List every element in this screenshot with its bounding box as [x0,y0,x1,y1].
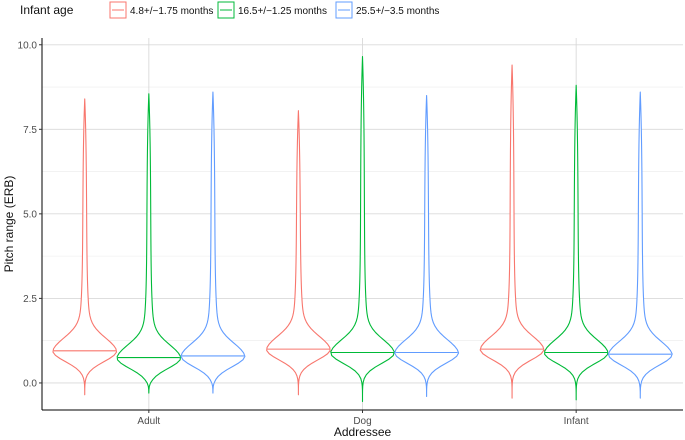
violin [394,94,460,398]
violin [607,91,673,399]
y-tick-label: 0.0 [23,378,37,389]
violin [330,56,395,403]
legend-title: Infant age [20,3,74,17]
violin [544,84,609,401]
legend-label: 16.5+/−1.25 months [238,6,327,17]
violin [180,91,246,394]
legend-item: 4.8+/−1.75 months [109,1,213,19]
x-tick-label: Infant [564,416,589,427]
violin [479,64,545,399]
violin [116,93,182,394]
violin [52,98,118,396]
y-tick-label: 10.0 [18,40,38,51]
legend: Infant age 4.8+/−1.75 months 16.5+/−1.25 … [20,1,439,19]
x-tick-label: Adult [137,416,160,427]
x-axis-title: Addressee [334,425,392,439]
y-tick-label: 7.5 [23,125,37,136]
legend-item: 16.5+/−1.25 months [217,1,327,19]
legend-label: 4.8+/−1.75 months [130,6,213,17]
x-axis-ticks: Adult Dog Infant [137,410,589,427]
x-tick-label: Dog [353,416,371,427]
legend-item: 25.5+/−3.5 months [335,1,439,19]
y-tick-label: 2.5 [23,294,37,305]
y-axis-title: Pitch range (ERB) [2,176,16,273]
violins [52,56,673,403]
y-tick-label: 5.0 [23,209,37,220]
legend-label: 25.5+/−3.5 months [356,6,439,17]
violin [266,110,331,396]
y-axis-ticks: 0.0 2.5 5.0 7.5 10.0 [18,40,42,389]
